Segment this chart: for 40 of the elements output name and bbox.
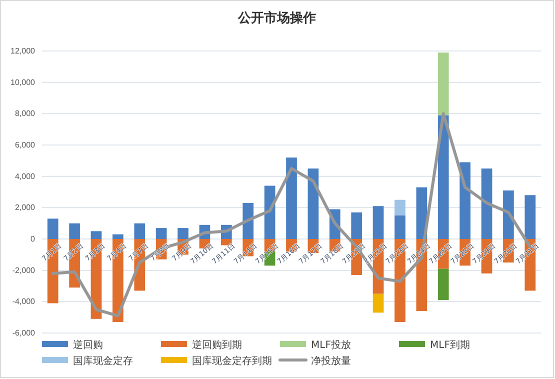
bar (372, 206, 384, 239)
legend-label: 逆回购到期 (192, 339, 242, 351)
bar (112, 234, 124, 239)
legend-label: MLF到期 (430, 339, 470, 351)
line-series (51, 112, 532, 318)
y-tick-label: -2,000 (12, 266, 36, 275)
y-tick-label: 10,000 (10, 78, 36, 87)
bar (69, 223, 80, 239)
y-tick-label: -4,000 (12, 297, 36, 306)
bar (438, 52, 449, 116)
legend-label: MLF投放 (311, 339, 351, 351)
legend-label: 国库现金定存 (73, 355, 133, 367)
bar (351, 212, 362, 239)
bar (524, 195, 536, 239)
bar (47, 218, 58, 239)
y-tick-label: -6,000 (12, 328, 36, 338)
bar (178, 228, 188, 239)
bar (394, 216, 406, 239)
y-tick-label: 0 (30, 234, 36, 244)
bar (286, 158, 297, 239)
bar (481, 168, 492, 239)
legend-label: 国库现金定存到期 (192, 355, 272, 367)
chart-title: 公开市场操作 (237, 10, 316, 26)
legend-label: 逆回购 (73, 339, 103, 351)
y-tick-label: 4,000 (14, 172, 36, 181)
bar (460, 162, 470, 239)
y-tick-label: 2,000 (14, 203, 36, 212)
y-tick-label: 12,000 (10, 46, 36, 56)
y-tick-label: 6,000 (14, 140, 36, 150)
bar (372, 294, 384, 313)
bar (503, 190, 514, 239)
bar (308, 168, 319, 239)
bar (156, 228, 167, 239)
bar (394, 200, 406, 216)
y-tick-label: 8,000 (14, 109, 36, 118)
bar (134, 223, 146, 239)
bar (242, 202, 254, 239)
legend-label: 净投放量 (311, 355, 351, 367)
bar (90, 231, 102, 239)
bar (438, 268, 449, 300)
